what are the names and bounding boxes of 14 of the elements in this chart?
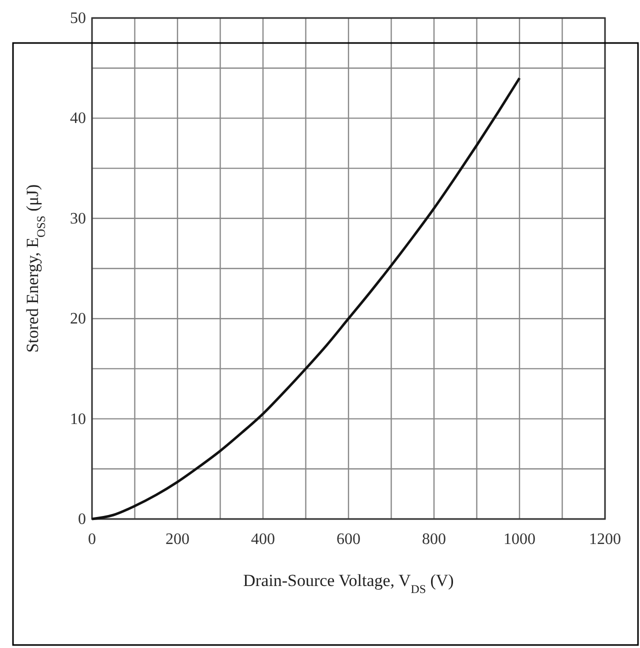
x-axis-title: Drain-Source Voltage, V$_{DS}$ (V) [243,571,454,596]
y-tick-label: 10 [70,410,86,428]
y-tick-label: 40 [70,110,86,128]
y-tick-label: 20 [70,310,86,328]
line-series [90,76,521,520]
y-tick-label: 50 [70,10,86,27]
x-tick-label: 200 [166,531,190,548]
x-tick-label: 400 [251,531,275,548]
y-tick-label: 0 [78,511,86,528]
x-tick-label: 600 [336,531,360,548]
x-tick-label: 1000 [504,531,536,548]
x-tick-label: 800 [422,531,446,548]
x-tick-label: 1200 [589,531,621,548]
y-tick-label: 30 [70,210,86,228]
